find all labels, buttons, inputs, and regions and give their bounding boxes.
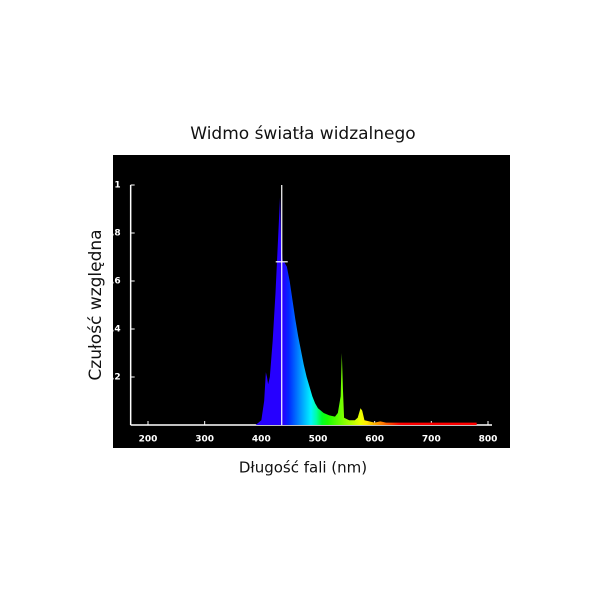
x-tick-label: 600 xyxy=(365,435,384,445)
y-tick-label: 0.4 xyxy=(105,325,121,335)
x-tick-label: 500 xyxy=(309,435,328,445)
y-tick-label: 0.6 xyxy=(105,277,121,287)
y-tick-label: 0.2 xyxy=(105,373,121,383)
x-tick-label: 800 xyxy=(479,435,498,445)
x-axis-label: Długość fali (nm) xyxy=(239,459,367,477)
spectrum-area xyxy=(255,197,477,425)
y-tick-label: 1 xyxy=(114,181,120,191)
y-axis-label: Czułość względna xyxy=(86,229,106,380)
x-tick-label: 400 xyxy=(252,435,271,445)
x-tick-label: 700 xyxy=(422,435,441,445)
x-tick-label: 200 xyxy=(139,435,158,445)
y-tick-label: 0.8 xyxy=(105,229,121,239)
x-tick-label: 300 xyxy=(195,435,214,445)
chart-title: Widmo światła widzalnego xyxy=(190,124,415,144)
